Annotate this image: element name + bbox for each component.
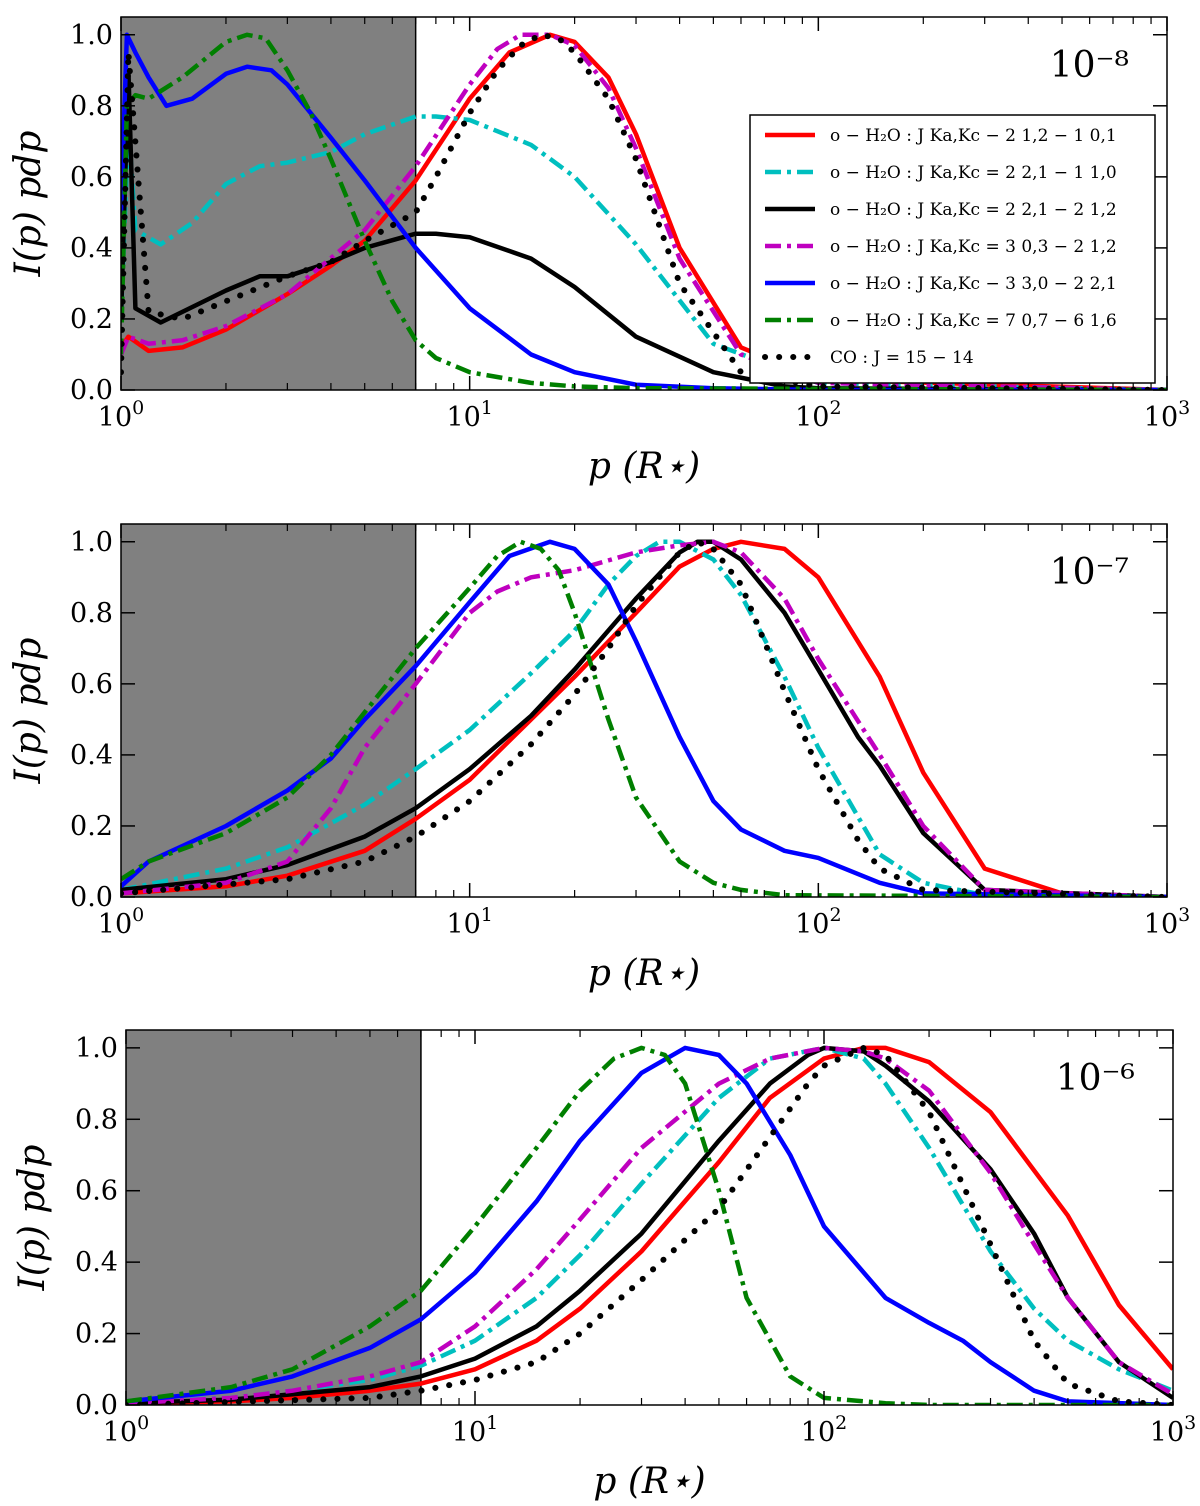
series-line-2: [126, 1045, 1173, 1404]
series-line-7: [126, 1044, 1173, 1405]
y-tick-label: 0.8: [70, 598, 113, 629]
series-line-1: [126, 1045, 1173, 1405]
y-tick-label: 0.8: [75, 1104, 118, 1135]
x-tick-label: 102: [801, 1412, 847, 1448]
x-tick-label: 100: [98, 904, 144, 940]
y-tick-label: 1.0: [70, 527, 113, 558]
series-line-4: [121, 32, 1167, 390]
chart-panel-3: 0.0 0.2 0.4 0.6 0.8 1.0 100 101 102 103 p (R⋆) I(p)…: [12, 1029, 1196, 1502]
y-tick-label: 0.6: [75, 1176, 118, 1207]
series-line-4: [126, 1045, 1173, 1405]
legend-label-5: o − H₂O : J Ka,Kc − 3 3,0 − 2 2,1: [830, 274, 1117, 294]
y-tick-label: 0.6: [70, 162, 113, 193]
series-line-4: [121, 539, 1167, 897]
series-line-2: [121, 539, 1167, 897]
y-tick-label: 0.4: [70, 233, 113, 264]
shaded-region: [126, 1030, 421, 1405]
y-axis-label: I(p) pdp: [12, 1145, 53, 1292]
series-line-1: [121, 539, 1167, 897]
y-axis-label: I(p) pdp: [8, 131, 49, 278]
panel-label: 10⁻⁸: [1050, 45, 1129, 86]
y-tick-label: 0.0: [75, 1390, 118, 1421]
series-group: [121, 31, 1167, 390]
series-group: [121, 538, 1167, 897]
x-tick-label: 100: [98, 397, 144, 433]
series-line-5: [121, 539, 1167, 897]
series-line-3: [126, 1045, 1173, 1405]
x-tick-label: 101: [452, 1412, 498, 1448]
y-tick-label: 0.2: [75, 1319, 118, 1350]
series-line-3: [121, 68, 1167, 390]
y-tick-label: 0.2: [70, 304, 113, 335]
series-line-1: [121, 32, 1167, 390]
y-tick-label: 0.6: [70, 669, 113, 700]
x-tick-label: 101: [446, 397, 492, 433]
series-line-6: [121, 32, 1167, 390]
legend-label-2: o − H₂O : J Ka,Kc = 2 2,1 − 1 1,0: [830, 163, 1117, 183]
legend: o − H₂O : J Ka,Kc − 2 1,2 − 1 0,1 o − H₂O…: [749, 114, 1156, 384]
y-tick-label: 0.4: [75, 1247, 118, 1278]
series-line-6: [121, 539, 1167, 897]
y-tick-label: 1.0: [75, 1033, 118, 1064]
panel-label: 10⁻⁷: [1050, 552, 1129, 593]
plot-frame: [120, 523, 1168, 898]
series-line-2: [121, 114, 1167, 390]
x-axis-label: p (R⋆): [593, 1461, 705, 1502]
chart-panel-2: 0.0 0.2 0.4 0.6 0.8 1.0 100 101 102 103 p (R⋆) I(p)…: [8, 523, 1190, 994]
y-tick-label: 0.0: [70, 375, 113, 406]
legend-label-4: o − H₂O : J Ka,Kc = 3 0,3 − 2 1,2: [830, 237, 1117, 257]
x-tick-label: 101: [446, 904, 492, 940]
shaded-region: [121, 17, 416, 390]
y-tick-label: 0.4: [70, 740, 113, 771]
plot-frame: [125, 1029, 1174, 1406]
x-tick-label: 100: [103, 1412, 149, 1448]
y-axis-label: I(p) pdp: [8, 638, 49, 785]
y-tick-label: 0.0: [70, 882, 113, 913]
series-line-7: [121, 538, 1167, 897]
series-line-5: [121, 32, 1167, 390]
plot-frame: [120, 16, 1168, 391]
x-tick-label: 102: [795, 904, 841, 940]
x-tick-label: 103: [1150, 1412, 1196, 1448]
y-tick-label: 0.8: [70, 91, 113, 122]
chart-panel-1: 0.0 0.2 0.4 0.6 0.8 1.0 100 101 102 103 p (R⋆) I(p)…: [8, 16, 1190, 487]
y-tick-label: 0.2: [70, 811, 113, 842]
x-tick-label: 103: [1144, 904, 1190, 940]
x-tick-label: 103: [1144, 397, 1190, 433]
series-line-5: [126, 1045, 1173, 1405]
legend-label-7: CO : J = 15 − 14: [830, 348, 974, 368]
legend-label-1: o − H₂O : J Ka,Kc − 2 1,2 − 1 0,1: [830, 126, 1117, 146]
x-axis-label: p (R⋆): [588, 953, 700, 994]
legend-box: [749, 114, 1156, 384]
legend-label-3: o − H₂O : J Ka,Kc = 2 2,1 − 2 1,2: [830, 200, 1117, 220]
panel-label: 10⁻⁶: [1056, 1058, 1135, 1099]
x-axis-label: p (R⋆): [588, 446, 700, 487]
y-tick-label: 1.0: [70, 20, 113, 51]
x-tick-label: 102: [795, 397, 841, 433]
legend-label-6: o − H₂O : J Ka,Kc = 7 0,7 − 6 1,6: [830, 311, 1117, 331]
